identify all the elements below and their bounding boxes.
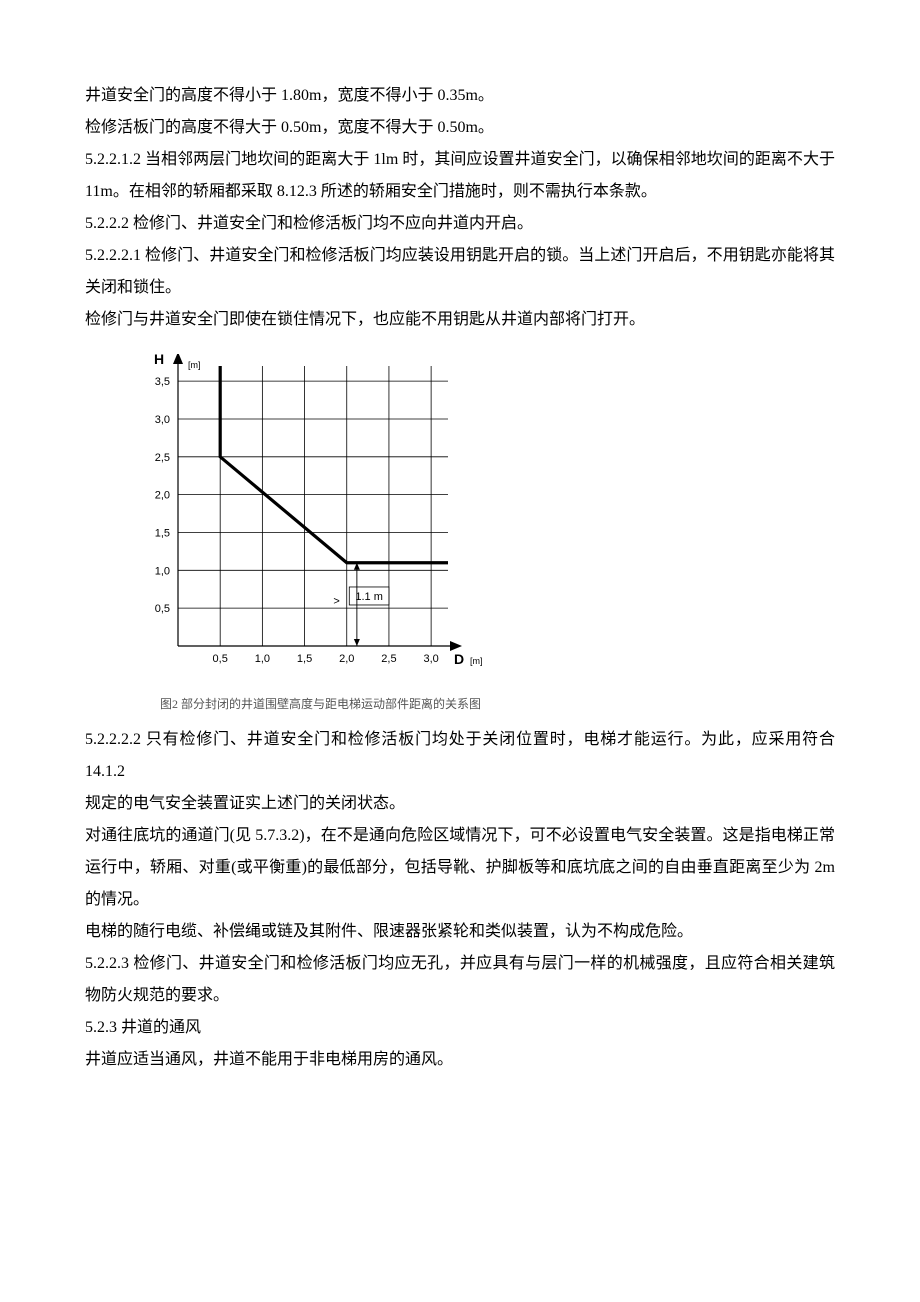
- svg-text:3,0: 3,0: [155, 414, 170, 426]
- paragraph: 规定的电气安全装置证实上述门的关闭状态。: [85, 788, 835, 820]
- svg-text:1,0: 1,0: [255, 653, 270, 665]
- chart-figure-2: 0,5 1,0 1,5 2,0 2,5 3,0 3,5 0,5 1,0 1,5 2,0 2,5 3,0 H…: [130, 354, 835, 716]
- chart-caption: 图2 部分封闭的井道围壁高度与距电梯运动部件距离的关系图: [160, 692, 835, 716]
- paragraph: 5.2.2.3 检修门、井道安全门和检修活板门均应无孔，并应具有与层门一样的机械…: [85, 948, 835, 1012]
- svg-text:3,5: 3,5: [155, 376, 170, 388]
- svg-text:2,5: 2,5: [381, 653, 396, 665]
- svg-text:2,0: 2,0: [339, 653, 354, 665]
- svg-text:1.1 m: 1.1 m: [355, 591, 383, 603]
- svg-text:2,5: 2,5: [155, 452, 170, 464]
- chart-svg: 0,5 1,0 1,5 2,0 2,5 3,0 3,5 0,5 1,0 1,5 2,0 2,5 3,0 H…: [130, 354, 490, 674]
- paragraph: 5.2.2.2 检修门、井道安全门和检修活板门均不应向井道内开启。: [85, 208, 835, 240]
- svg-text:2,0: 2,0: [155, 490, 170, 502]
- paragraph: 井道安全门的高度不得小于 1.80m，宽度不得小于 0.35m。: [85, 80, 835, 112]
- paragraph: 5.2.2.2.2 只有检修门、井道安全门和检修活板门均处于关闭位置时，电梯才能…: [85, 724, 835, 788]
- svg-text:H: H: [154, 354, 164, 367]
- paragraph: 5.2.2.1.2 当相邻两层门地坎间的距离大于 1lm 时，其间应设置井道安全…: [85, 144, 835, 208]
- svg-text:[m]: [m]: [188, 360, 201, 370]
- svg-text:>: >: [333, 595, 339, 607]
- svg-text:0,5: 0,5: [213, 653, 228, 665]
- paragraph: 对通往底坑的通道门(见 5.7.3.2)，在不是通向危险区域情况下，可不必设置电…: [85, 820, 835, 916]
- svg-text:3,0: 3,0: [423, 653, 438, 665]
- svg-text:[m]: [m]: [470, 656, 483, 666]
- svg-text:0,5: 0,5: [155, 603, 170, 615]
- paragraph: 检修活板门的高度不得大于 0.50m，宽度不得大于 0.50m。: [85, 112, 835, 144]
- paragraph: 检修门与井道安全门即使在锁住情况下，也应能不用钥匙从井道内部将门打开。: [85, 304, 835, 336]
- paragraph: 电梯的随行电缆、补偿绳或链及其附件、限速器张紧轮和类似装置，认为不构成危险。: [85, 916, 835, 948]
- svg-text:D: D: [454, 651, 464, 667]
- paragraph: 5.2.3 井道的通风: [85, 1012, 835, 1044]
- svg-text:1,5: 1,5: [155, 527, 170, 539]
- paragraph: 井道应适当通风，井道不能用于非电梯用房的通风。: [85, 1044, 835, 1076]
- paragraph: 5.2.2.2.1 检修门、井道安全门和检修活板门均应装设用钥匙开启的锁。当上述…: [85, 240, 835, 304]
- svg-text:1,0: 1,0: [155, 565, 170, 577]
- svg-text:1,5: 1,5: [297, 653, 312, 665]
